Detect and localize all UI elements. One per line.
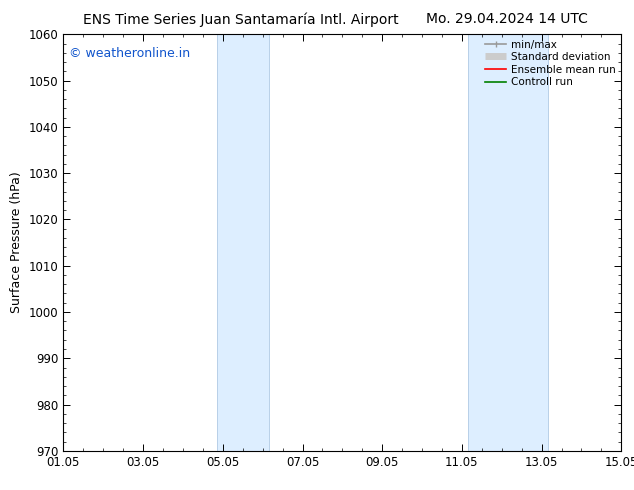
Bar [217,34,269,451]
Y-axis label: Surface Pressure (hPa): Surface Pressure (hPa) [10,172,23,314]
Text: ENS Time Series Juan Santamaría Intl. Airport: ENS Time Series Juan Santamaría Intl. Ai… [83,12,399,27]
Text: Mo. 29.04.2024 14 UTC: Mo. 29.04.2024 14 UTC [426,12,588,26]
Legend: min/max, Standard deviation, Ensemble mean run, Controll run: min/max, Standard deviation, Ensemble me… [483,37,618,89]
Bar [468,34,548,451]
Text: © weatheronline.in: © weatheronline.in [69,47,190,60]
